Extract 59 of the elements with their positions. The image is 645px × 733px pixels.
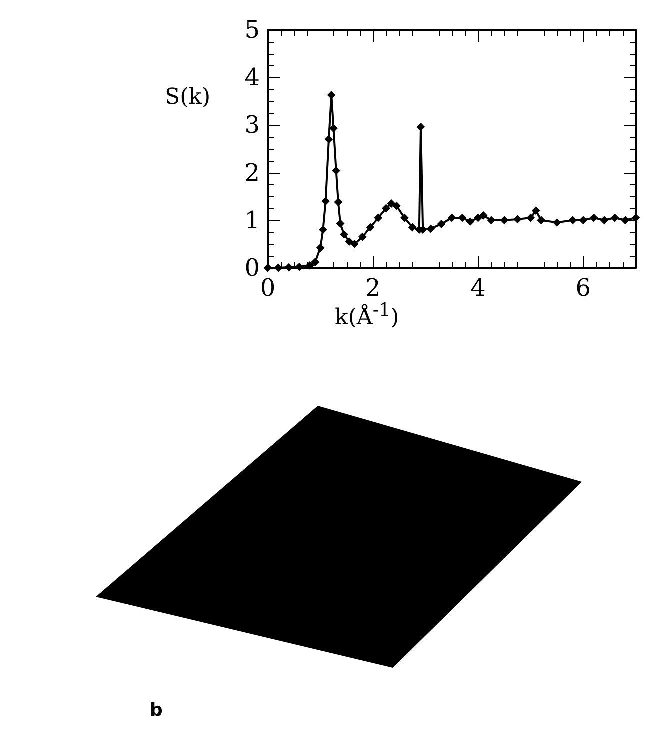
y-tick-label: 5	[244, 16, 260, 44]
point	[334, 198, 342, 206]
point	[610, 214, 619, 222]
x-tick-label: 6	[576, 274, 592, 302]
point	[330, 124, 338, 133]
point	[311, 258, 320, 266]
point	[437, 220, 446, 228]
point	[332, 166, 340, 175]
point	[416, 123, 425, 132]
point	[532, 206, 540, 215]
point	[322, 197, 330, 206]
y-tick-label: 4	[244, 64, 260, 92]
point	[274, 264, 283, 272]
point	[392, 202, 401, 210]
point	[474, 214, 482, 222]
point	[366, 224, 375, 232]
y-axis-title: S(k)	[165, 85, 211, 110]
point	[400, 214, 409, 222]
point	[285, 264, 294, 272]
point	[264, 264, 272, 272]
text: b	[150, 700, 163, 721]
point	[500, 216, 509, 224]
point	[374, 214, 382, 222]
point	[480, 212, 488, 220]
point	[568, 216, 577, 224]
point	[526, 214, 535, 222]
y-tick-label: 0	[244, 254, 260, 282]
point	[350, 240, 359, 248]
point	[306, 262, 314, 270]
x-tick-label: 4	[470, 274, 486, 302]
point	[487, 216, 496, 224]
point	[600, 216, 608, 224]
point	[632, 214, 640, 222]
point	[621, 216, 630, 224]
point	[458, 214, 467, 222]
point	[408, 224, 417, 232]
point	[448, 214, 456, 222]
y-tick-label: 3	[244, 111, 260, 140]
point	[345, 238, 354, 246]
point	[336, 220, 345, 228]
point	[319, 226, 328, 234]
point	[316, 244, 325, 252]
y-tick-label: 2	[244, 158, 260, 187]
point	[553, 218, 562, 227]
point	[466, 218, 474, 226]
point	[579, 216, 588, 224]
point	[514, 215, 522, 224]
point	[328, 91, 336, 100]
point	[590, 214, 598, 222]
point	[388, 200, 396, 208]
point	[426, 224, 435, 233]
x-tick-label: 2	[366, 274, 381, 302]
point	[537, 216, 546, 224]
point	[382, 204, 390, 212]
x-axis-title: k(Å$^{-1}$)	[335, 300, 400, 330]
point	[340, 230, 348, 239]
y-tick-label: 1	[244, 206, 260, 234]
point	[324, 135, 333, 144]
point	[358, 233, 367, 242]
